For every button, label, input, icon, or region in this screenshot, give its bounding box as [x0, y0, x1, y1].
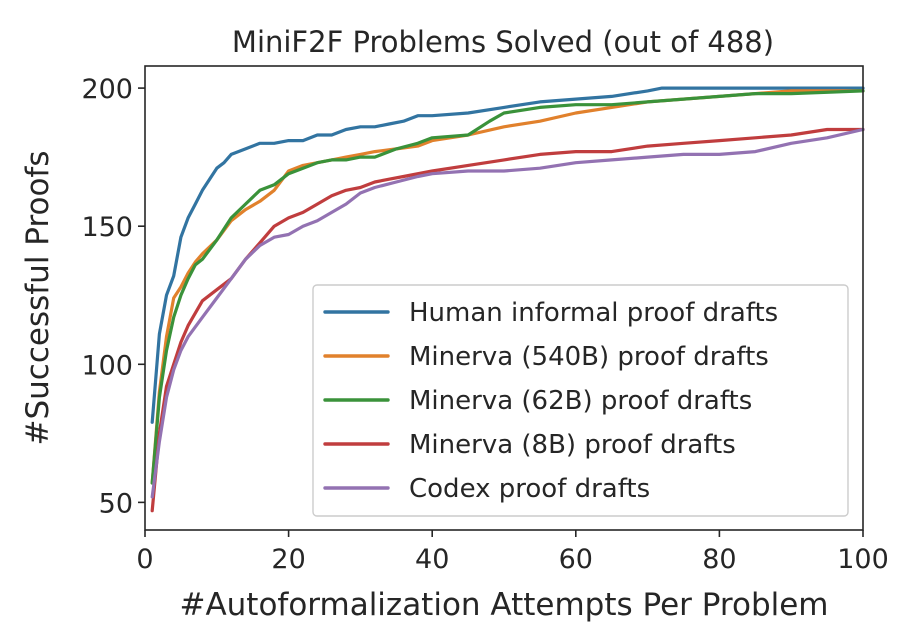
y-tick-label: 200: [81, 74, 133, 105]
series-layer: [150, 86, 865, 513]
x-axis-label: #Autoformalization Attempts Per Problem: [179, 587, 828, 623]
x-axis-ticks: 0 20 40 60 80 100: [136, 530, 889, 575]
y-tick-label: 100: [81, 350, 133, 381]
legend: Human informal proof drafts Minerva (540B…: [312, 284, 849, 517]
y-axis-label: #Successful Proofs: [20, 151, 56, 446]
legend-label-4: Minerva (8B) proof drafts: [409, 430, 736, 460]
x-tick-label: 40: [415, 544, 449, 575]
x-tick-label: 0: [136, 544, 153, 575]
series-line-5: [150, 127, 865, 499]
series-line-1: [150, 86, 865, 424]
legend-label-2: Minerva (540B) proof drafts: [409, 342, 769, 372]
plot-frame: [144, 65, 864, 531]
legend-label-1: Human informal proof drafts: [409, 298, 778, 328]
x-tick-label: 80: [702, 544, 736, 575]
x-tick-label: 100: [837, 544, 889, 575]
y-tick-label: 50: [99, 488, 133, 519]
x-tick-label: 20: [271, 544, 305, 575]
x-tick-label: 60: [559, 544, 593, 575]
chart-title: MiniF2F Problems Solved (out of 488): [232, 25, 774, 59]
legend-label-3: Minerva (62B) proof drafts: [409, 386, 752, 416]
series-line-4: [150, 127, 865, 513]
series-line-3: [150, 89, 865, 485]
legend-entries: Human informal proof drafts Minerva (540B…: [323, 298, 778, 504]
legend-box: [312, 284, 849, 517]
y-axis-ticks: 50 100 150 200: [81, 74, 145, 519]
y-tick-label: 150: [81, 212, 133, 243]
legend-label-5: Codex proof drafts: [409, 474, 650, 504]
